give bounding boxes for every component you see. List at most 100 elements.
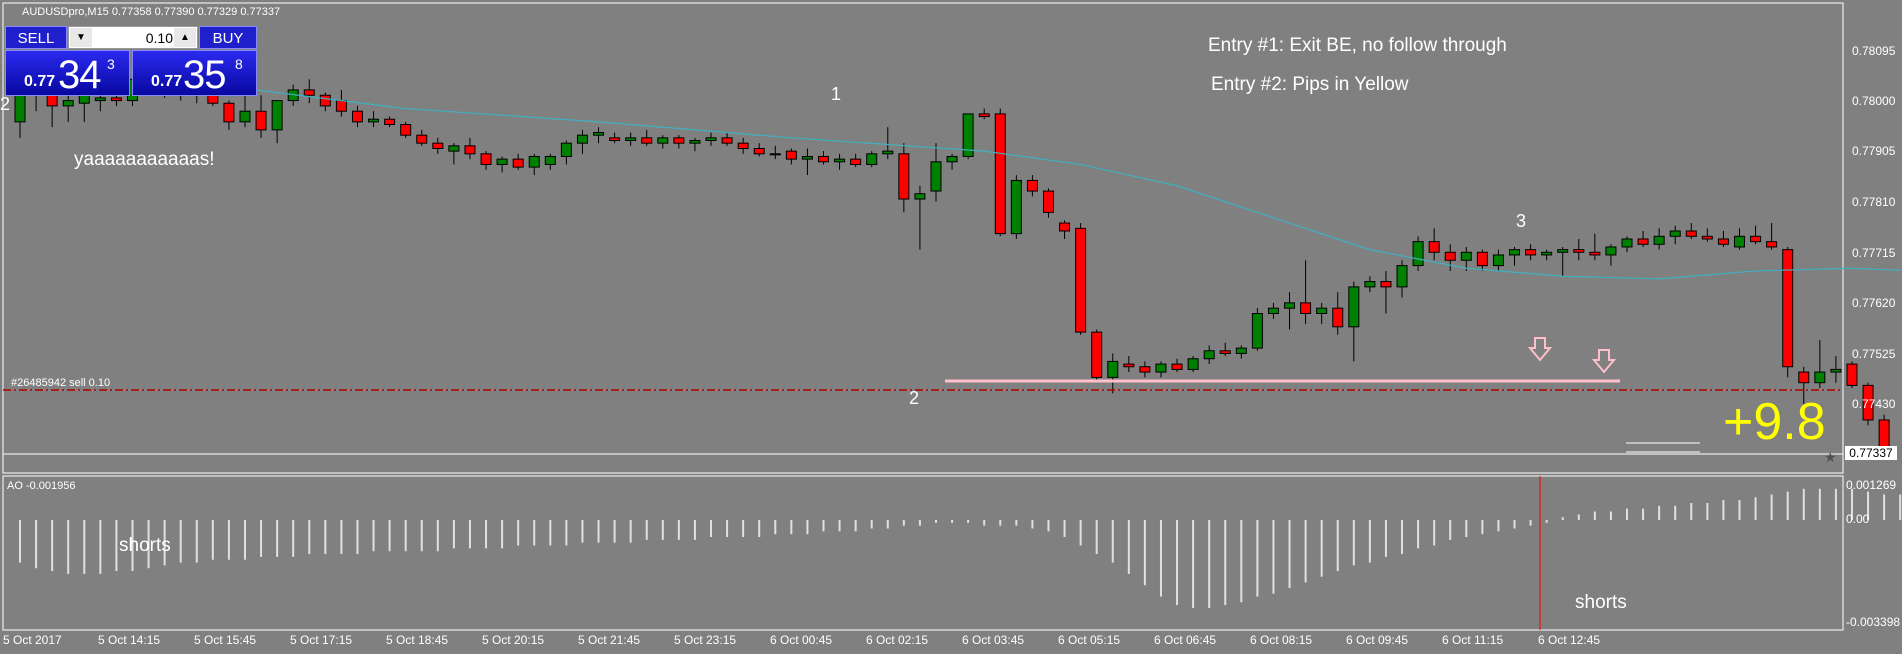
candle-bull [625, 137, 637, 141]
lot-increase-icon[interactable]: ▲ [174, 28, 196, 47]
candle-bear [110, 97, 122, 102]
candle-bear [1042, 190, 1054, 213]
order-label[interactable]: #26485942 sell 0.10 [11, 377, 111, 389]
candle-bear [1701, 235, 1713, 240]
candle-bear [1862, 384, 1874, 421]
candle-bull [1251, 313, 1263, 349]
buy-button[interactable]: BUY [199, 26, 257, 49]
candle-bull [593, 132, 605, 136]
candle-bull [448, 145, 460, 152]
marker-1: 1 [831, 84, 842, 104]
candle-bear [818, 155, 829, 163]
candle-bull [1284, 302, 1296, 309]
candle-bull [1267, 307, 1279, 315]
y-axis-label: 0.78095 [1852, 44, 1896, 58]
candle-bull [560, 142, 572, 157]
annotation-yaaas: yaaaaaaaaaaas! [74, 149, 215, 170]
candle-bull [914, 193, 926, 200]
candle-bull [1107, 360, 1119, 378]
candle-bear [464, 145, 476, 155]
down-arrow-icon [1527, 337, 1553, 362]
candle-bear [641, 137, 653, 144]
x-axis-label: 5 Oct 21:45 [578, 633, 641, 647]
candle-bull [1830, 368, 1842, 373]
candle-bear [223, 102, 235, 123]
ao-histogram [19, 488, 1902, 608]
candle-bear [1444, 251, 1456, 261]
x-axis-label: 5 Oct 2017 [3, 633, 62, 647]
lot-size-field[interactable]: ▼ 0.10 ▲ [68, 26, 198, 49]
candle-bear [978, 113, 990, 118]
candle-bull [1396, 265, 1408, 288]
candle-bear [785, 150, 797, 160]
current-price-tag: 0.77337 [1845, 446, 1897, 460]
marker-3: 3 [1516, 211, 1527, 231]
candle-bull [882, 150, 894, 155]
candle-bear [1750, 235, 1762, 243]
candle-bull [834, 158, 846, 163]
x-axis-label: 5 Oct 17:15 [290, 633, 353, 647]
candle-bull [544, 155, 556, 165]
candle-bear [1123, 363, 1135, 368]
x-axis-label: 5 Oct 23:15 [674, 633, 737, 647]
lot-size-value[interactable]: 0.10 [145, 30, 173, 46]
indicator-label: AO -0.001956 [7, 480, 76, 492]
marker-2: 2 [909, 388, 920, 408]
y-axis-label: 0.77905 [1852, 144, 1896, 158]
buy-price-box[interactable]: 0.77 35 8 [132, 50, 257, 97]
candle-bull [528, 155, 540, 168]
x-axis-label: 6 Oct 00:45 [770, 633, 833, 647]
buy-price-pips: 35 [183, 53, 226, 97]
sell-price-fraction: 3 [107, 56, 115, 72]
candle-bear [1782, 249, 1794, 368]
candle-bear [1573, 249, 1585, 253]
y-axis-label: 0.77810 [1852, 195, 1896, 209]
x-axis-label: 5 Oct 18:45 [386, 633, 449, 647]
candle-bear [255, 110, 267, 131]
candle-bear [1300, 302, 1312, 315]
candle-bear [753, 147, 765, 155]
candle-bear [1589, 251, 1601, 256]
candle-bull [1412, 241, 1424, 267]
candle-bear [1171, 363, 1183, 370]
candle-bear [303, 89, 315, 96]
ma-line [19, 54, 1902, 280]
candle-bear [480, 153, 492, 165]
sell-price-pips: 34 [58, 53, 101, 97]
sell-price-prefix: 0.77 [24, 73, 56, 90]
candle-bear [1846, 363, 1858, 386]
candle-bear [400, 124, 412, 136]
candle-bull [1348, 286, 1360, 328]
candle-bull [496, 158, 508, 165]
candle-bull [930, 161, 942, 192]
lot-decrease-icon[interactable]: ▼ [70, 28, 92, 47]
candle-bear [1766, 241, 1778, 248]
candle-bear [416, 134, 428, 144]
candle-bull [1316, 307, 1328, 315]
candle-bull [801, 155, 813, 160]
candle-bear [1332, 307, 1344, 328]
moving-average [19, 54, 1902, 280]
annotation-entry-2: Entry #2: Pips in Yellow [1211, 74, 1409, 95]
marker-cut-2: 2 [0, 94, 11, 114]
candle-bear [1026, 179, 1038, 192]
sell-button[interactable]: SELL [5, 26, 67, 49]
candle-bear [1219, 350, 1231, 354]
annotation-entry-1: Entry #1: Exit BE, no follow through [1208, 35, 1507, 56]
buy-price-prefix: 0.77 [151, 73, 183, 90]
x-axis-label: 6 Oct 05:15 [1058, 633, 1121, 647]
candle-bear [1525, 249, 1537, 256]
sell-price-box[interactable]: 0.77 34 3 [5, 50, 130, 97]
x-axis-label: 6 Oct 09:45 [1346, 633, 1409, 647]
candle-bear [1075, 227, 1087, 333]
candle-bull [1460, 251, 1472, 261]
candle-bull [1203, 350, 1215, 360]
candle-bull [1814, 371, 1826, 384]
candle-bear [898, 153, 910, 200]
candle-bull [1155, 363, 1167, 373]
x-axis-label: 6 Oct 03:45 [962, 633, 1025, 647]
chart-shift-icon: ★ [1824, 450, 1837, 466]
candle-bull [1509, 249, 1521, 256]
candle-bear [384, 118, 396, 126]
